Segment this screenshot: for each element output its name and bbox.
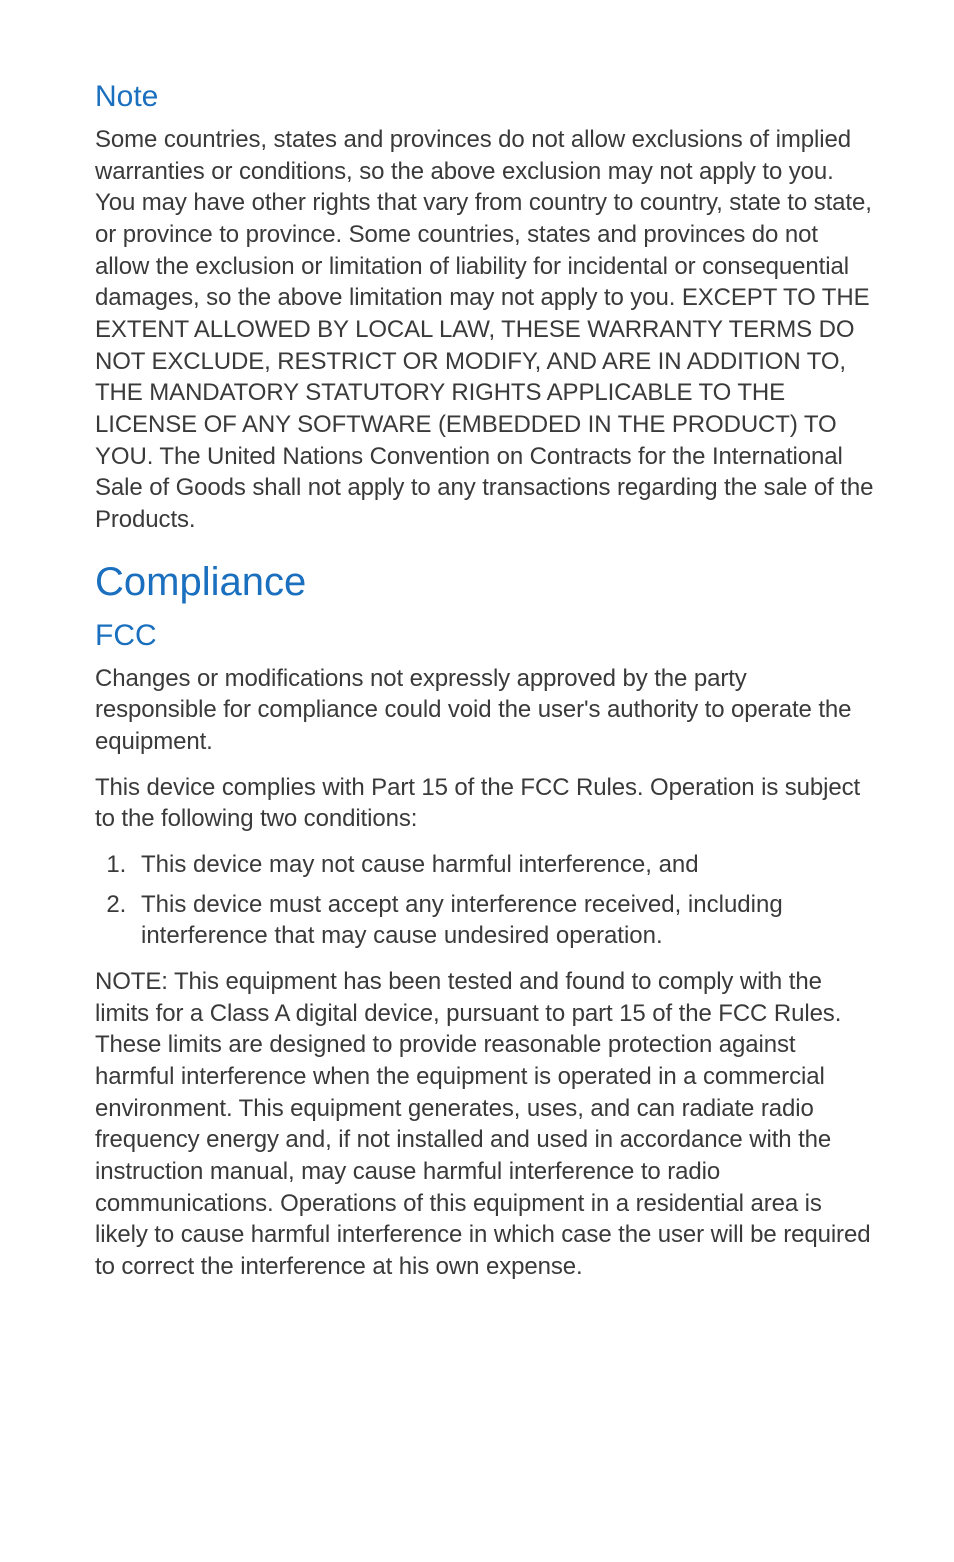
note-heading: Note xyxy=(95,80,874,114)
fcc-paragraph-3: NOTE: This equipment has been tested and… xyxy=(95,966,874,1283)
list-item: This device must accept any interference… xyxy=(133,889,874,952)
compliance-heading: Compliance xyxy=(95,560,874,605)
fcc-conditions-list: This device may not cause harmful interf… xyxy=(95,849,874,952)
note-body: Some countries, states and provinces do … xyxy=(95,124,874,536)
fcc-paragraph-2: This device complies with Part 15 of the… xyxy=(95,772,874,835)
document-page: Note Some countries, states and province… xyxy=(0,0,954,1283)
list-item: This device may not cause harmful interf… xyxy=(133,849,874,881)
fcc-paragraph-1: Changes or modifications not expressly a… xyxy=(95,663,874,758)
fcc-heading: FCC xyxy=(95,619,874,653)
